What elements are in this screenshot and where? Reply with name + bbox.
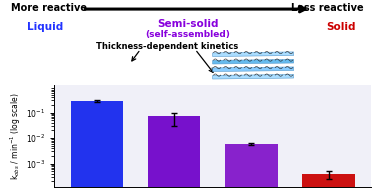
FancyArrowPatch shape (85, 6, 305, 12)
Text: Semi-solid: Semi-solid (157, 19, 218, 29)
Polygon shape (213, 67, 294, 71)
Text: More reactive: More reactive (11, 3, 87, 13)
Bar (148, 116, 201, 189)
Polygon shape (213, 74, 294, 79)
Text: Less reactive: Less reactive (291, 3, 364, 13)
FancyArrowPatch shape (132, 51, 139, 61)
Bar (303, 174, 355, 189)
Text: Liquid: Liquid (27, 22, 63, 32)
Text: (self-assembled): (self-assembled) (145, 29, 230, 39)
FancyArrowPatch shape (197, 51, 213, 72)
Bar (225, 144, 278, 189)
Polygon shape (213, 59, 294, 64)
Polygon shape (213, 52, 294, 57)
Text: Solid: Solid (327, 22, 356, 32)
Text: Thickness-dependent kinetics: Thickness-dependent kinetics (96, 42, 238, 51)
Y-axis label: k$_{obs}$ / min$^{-1}$ (log scale): k$_{obs}$ / min$^{-1}$ (log scale) (9, 92, 23, 180)
Bar (70, 101, 123, 189)
